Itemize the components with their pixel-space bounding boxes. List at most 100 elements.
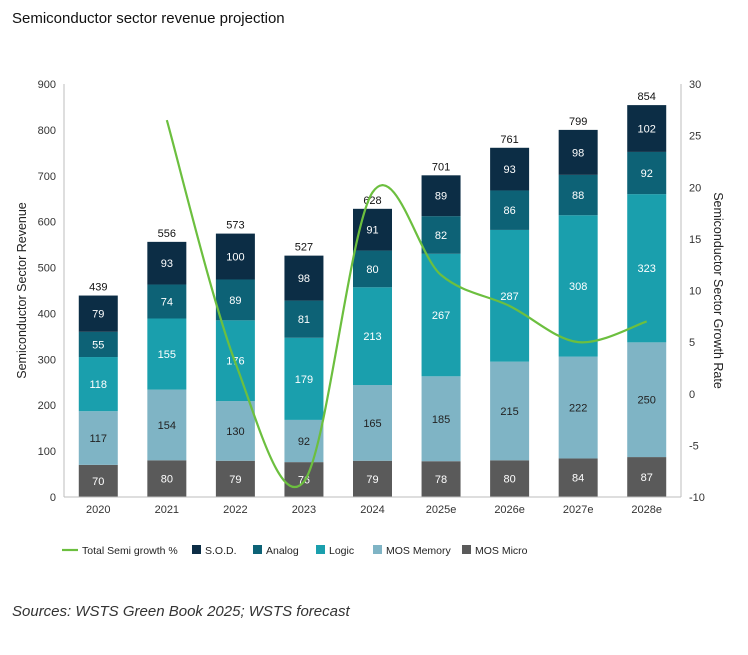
bar-value-label: 84 — [572, 473, 584, 485]
bar-value-label: 185 — [432, 414, 450, 426]
x-axis: 2020 2021 2022 2023 2024 2025e 2026e 2027e 2028e — [64, 496, 681, 516]
bar-s-o-d — [627, 105, 667, 152]
bar-analog — [353, 250, 392, 288]
y-tick-label: 800 — [38, 125, 56, 137]
bar-mos-memory — [558, 356, 598, 459]
bar-mos-micro — [353, 460, 392, 497]
bar-value-label: 98 — [572, 147, 584, 159]
bar-value-label: 308 — [569, 281, 587, 293]
bar-mos-memory — [147, 389, 187, 461]
x-tick-label: 2028e — [631, 504, 662, 516]
bar-total-label: 761 — [500, 134, 518, 146]
right-y-axis: -10 -5 0 5 10 15 20 25 30 Semiconductor Sector Gr… — [680, 79, 725, 504]
y-tick-label: 300 — [38, 354, 56, 366]
bar-value-label: 323 — [638, 263, 656, 275]
y2-tick-label: 25 — [689, 131, 701, 143]
y2-tick-label: 5 — [689, 337, 695, 349]
bar-value-label: 117 — [90, 433, 108, 445]
bar-value-label: 102 — [638, 124, 656, 136]
bar-s-o-d — [490, 147, 530, 191]
y-tick-label: 0 — [50, 492, 56, 504]
bar-logic — [490, 229, 530, 362]
y-tick-label: 200 — [38, 400, 56, 412]
bar-logic — [353, 287, 392, 386]
y2-tick-label: 10 — [689, 286, 701, 298]
bar-value-label: 89 — [435, 191, 447, 203]
bar-mos-micro — [627, 457, 667, 497]
x-tick-label: 2022 — [223, 504, 247, 516]
legend-swatch-mos-memory — [373, 545, 382, 554]
bar-value-label: 88 — [572, 190, 584, 202]
bar-value-label: 79 — [229, 474, 241, 486]
bar-value-label: 78 — [435, 474, 447, 486]
bar-logic — [78, 357, 118, 412]
bar-value-label: 179 — [295, 374, 313, 386]
y-tick-label: 900 — [38, 79, 56, 91]
bar-logic — [284, 337, 324, 420]
bar-value-label: 79 — [92, 309, 104, 321]
bar-value-label: 118 — [90, 379, 108, 391]
legend-label-analog: Analog — [266, 545, 299, 557]
bar-mos-memory — [627, 342, 667, 458]
bar-total-label: 439 — [89, 282, 107, 294]
x-tick-label: 2024 — [360, 504, 384, 516]
bar-value-label: 98 — [298, 273, 310, 285]
bar-total-label: 701 — [432, 161, 450, 173]
y2-tick-label: 30 — [689, 79, 701, 91]
growth-line-layer — [165, 119, 648, 489]
bar-value-label: 154 — [158, 420, 176, 432]
bar-value-label: 287 — [500, 291, 518, 303]
x-tick-label: 2026e — [494, 504, 525, 516]
legend-label-logic: Logic — [329, 545, 354, 557]
bar-value-label: 267 — [432, 310, 450, 322]
bar-value-label: 250 — [638, 395, 656, 407]
y2-tick-label: -5 — [689, 440, 699, 452]
bar-value-label: 165 — [363, 418, 381, 430]
bar-stacks: 7011711855794398015415574935567913017689… — [78, 91, 667, 497]
x-tick-label: 2027e — [563, 504, 594, 516]
bar-total-label: 527 — [295, 242, 313, 254]
bar-value-label: 79 — [366, 474, 378, 486]
bar-mos-memory — [78, 411, 118, 465]
growth-line — [165, 119, 648, 489]
bar-value-label: 80 — [503, 474, 515, 486]
bar-value-label: 92 — [298, 436, 310, 448]
bar-analog — [558, 174, 598, 216]
x-tick-label: 2025e — [426, 504, 457, 516]
bar-total-label: 854 — [638, 91, 656, 103]
bar-mos-micro — [558, 458, 598, 497]
bar-value-label: 81 — [298, 314, 310, 326]
y2-tick-label: 15 — [689, 234, 701, 246]
bar-value-label: 87 — [641, 472, 653, 484]
y2-axis-title: Semiconductor Sector Growth Rate — [711, 192, 725, 389]
bar-value-label: 91 — [366, 225, 378, 237]
x-tick-label: 2020 — [86, 504, 110, 516]
y2-tick-label: 20 — [689, 182, 701, 194]
bar-value-label: 155 — [158, 349, 176, 361]
bar-analog — [78, 331, 118, 358]
bar-mos-micro — [147, 460, 187, 497]
y-tick-label: 100 — [38, 446, 56, 458]
bar-analog — [421, 216, 461, 254]
bar-value-label: 222 — [569, 403, 587, 415]
legend-swatch-logic — [316, 545, 325, 554]
bar-value-label: 80 — [366, 264, 378, 276]
bar-s-o-d — [558, 129, 598, 175]
bar-value-label: 93 — [503, 164, 515, 176]
legend-label-mos-memory: MOS Memory — [386, 545, 452, 557]
x-tick-label: 2023 — [292, 504, 316, 516]
bar-value-label: 93 — [161, 258, 173, 270]
bar-analog — [490, 190, 530, 230]
bar-logic — [147, 318, 187, 390]
bar-value-label: 70 — [92, 476, 104, 488]
legend-swatch-mos-micro — [462, 545, 471, 554]
bar-s-o-d — [284, 255, 324, 301]
bar-value-label: 215 — [500, 406, 518, 418]
bar-value-label: 86 — [503, 205, 515, 217]
bar-mos-memory — [490, 361, 530, 461]
y2-tick-label: -10 — [689, 492, 705, 504]
bar-s-o-d — [215, 233, 255, 280]
bar-analog — [215, 279, 255, 321]
bar-mos-memory — [353, 385, 392, 461]
bar-logic — [558, 215, 598, 357]
